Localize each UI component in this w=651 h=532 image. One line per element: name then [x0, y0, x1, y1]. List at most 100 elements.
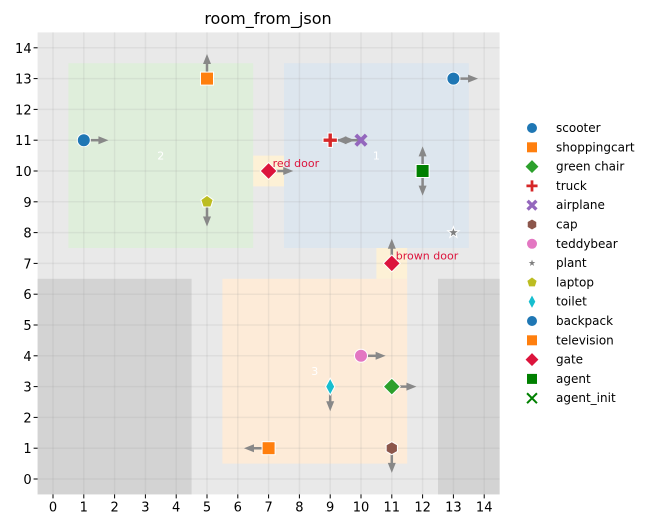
legend-marker-stroke	[526, 392, 538, 404]
legend-marker	[526, 141, 538, 154]
x-tick-label: 12	[414, 500, 431, 515]
legend-label: airplane	[556, 198, 605, 212]
x-tick-label: 8	[295, 500, 303, 515]
y-tick-label: 3	[23, 381, 31, 396]
y-tick-label: 6	[23, 288, 31, 303]
legend-marker	[526, 199, 538, 211]
room-region	[222, 278, 408, 464]
legend-item: scooter	[526, 121, 601, 135]
arrow-head	[336, 136, 347, 145]
agent-marker	[415, 164, 430, 178]
legend-label: backpack	[556, 314, 613, 328]
legend-label: truck	[556, 179, 587, 193]
legend-item: toilet	[527, 293, 587, 310]
room-region	[68, 63, 254, 249]
laptop-marker	[200, 194, 214, 208]
legend-item: airplane	[526, 198, 605, 212]
x-tick-label: 14	[476, 500, 493, 515]
legend-item: agent_init	[526, 391, 616, 405]
y-tick-label: 1	[23, 442, 31, 457]
wall-region	[37, 278, 192, 495]
arrow-head	[387, 238, 396, 249]
wall-region	[438, 278, 500, 495]
chart-title: room_from_json	[204, 9, 331, 29]
legend-item: gate	[524, 351, 583, 368]
legend-marker-stroke	[526, 199, 538, 211]
legend-label: agent_init	[556, 391, 616, 405]
legend-marker	[526, 392, 538, 404]
arrow-head	[326, 401, 335, 412]
plot-area: 0 1 2 3 4 5 6 7 8 9 10 11 12 13 1401234567891011121314…	[15, 32, 500, 515]
scooter-marker	[76, 133, 91, 148]
plant-marker	[446, 225, 461, 239]
room-region	[284, 63, 469, 249]
airplane-marker-stroke	[354, 133, 368, 147]
room-label: 3	[311, 365, 318, 378]
room-label: 2	[157, 150, 164, 163]
legend-marker	[526, 315, 538, 327]
y-tick-label: 7	[23, 257, 31, 272]
y-tick-label: 12	[15, 103, 32, 118]
y-tick-label: 9	[23, 196, 31, 211]
legend-label: teddybear	[556, 237, 618, 251]
y-tick-label: 8	[23, 227, 31, 242]
y-tick-label: 14	[15, 42, 32, 57]
legend-label: toilet	[556, 295, 587, 309]
legend-label: agent	[556, 372, 591, 386]
room-label: 1	[373, 150, 380, 163]
legend-label: laptop	[556, 275, 594, 289]
y-tick-label: 10	[15, 165, 32, 180]
cap-marker	[385, 441, 398, 456]
legend: scooter shoppingcart green chair truck airpl…	[524, 121, 635, 405]
gate-marker	[382, 254, 401, 273]
legend-marker	[526, 334, 538, 347]
legend-item: laptop	[526, 275, 594, 289]
green-chair-marker	[382, 377, 401, 396]
arrow-head	[203, 53, 211, 64]
legend-item: backpack	[526, 314, 613, 328]
arrow-head	[243, 444, 254, 453]
y-tick-label: 11	[15, 134, 32, 149]
x-tick-label: 1	[80, 500, 88, 515]
x-tick-label: 4	[172, 500, 180, 515]
arrow-head	[283, 167, 294, 175]
legend-marker	[527, 293, 537, 310]
x-tick-label: 6	[234, 500, 242, 515]
legend-item: cap	[526, 218, 578, 232]
legend-item: teddybear	[526, 237, 618, 251]
legend-marker	[525, 179, 539, 193]
legend-label: plant	[556, 256, 587, 270]
legend-item: television	[526, 333, 614, 347]
y-tick-label: 2	[23, 411, 31, 426]
arrow-head	[375, 351, 386, 360]
legend-item: green chair	[524, 158, 624, 175]
x-tick-label: 5	[203, 500, 211, 515]
legend-label: television	[556, 333, 614, 347]
legend-marker	[524, 158, 540, 175]
gate-label: brown door	[396, 249, 459, 262]
legend-item: plant	[525, 256, 587, 270]
y-tick-label: 0	[23, 473, 31, 488]
x-tick-label: 13	[445, 500, 462, 515]
arrow-head	[468, 74, 479, 83]
legend-marker	[524, 351, 540, 368]
arrow-head	[406, 382, 417, 391]
x-tick-label: 11	[384, 500, 401, 515]
arrow-head	[387, 462, 396, 473]
x-tick-label: 2	[110, 500, 118, 515]
teddybear-marker	[354, 348, 368, 363]
toilet-marker	[325, 377, 336, 397]
legend-marker	[526, 372, 538, 385]
legend-label: shoppingcart	[556, 140, 635, 154]
legend-item: truck	[525, 179, 587, 193]
gate-label: red door	[273, 157, 320, 170]
legend-label: gate	[556, 353, 583, 367]
y-tick-label: 5	[23, 319, 31, 334]
legend-marker	[525, 256, 539, 269]
y-tick-label: 13	[15, 73, 32, 88]
legend-marker	[526, 276, 538, 288]
shoppingcart-marker	[200, 71, 214, 86]
x-tick-label: 9	[326, 500, 334, 515]
legend-label: cap	[556, 218, 578, 232]
